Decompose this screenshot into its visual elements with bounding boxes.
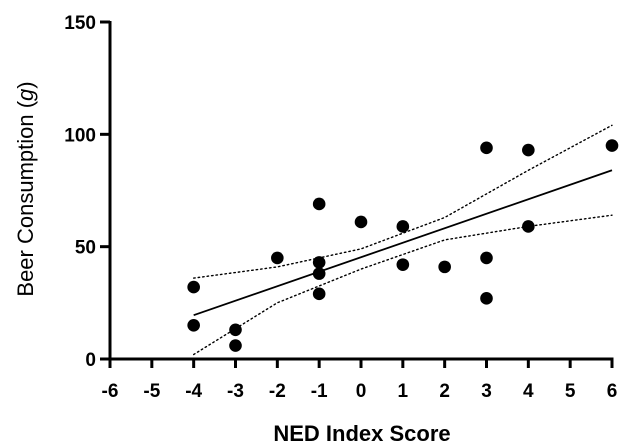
y-tick-label: 50 — [75, 238, 96, 259]
data-point — [438, 260, 451, 274]
x-tick-label: 4 — [523, 381, 534, 402]
data-point — [522, 143, 535, 157]
x-tick-label: -2 — [269, 381, 286, 402]
x-tick-label: 1 — [398, 381, 409, 402]
x-tick-label: -4 — [185, 381, 202, 402]
data-point — [187, 280, 200, 294]
x-tick-label: 2 — [439, 381, 450, 402]
data-point — [480, 251, 493, 265]
y-tick-label: 0 — [85, 350, 96, 371]
y-tick-label: 150 — [64, 13, 96, 34]
y-axis-title-prefix: Beer Consumption ( — [13, 100, 38, 296]
data-point — [312, 287, 326, 301]
x-tick-label: -3 — [227, 381, 244, 402]
data-point — [229, 323, 242, 337]
data-point — [522, 220, 535, 233]
data-point — [605, 139, 619, 152]
y-axis-title-unit: g — [13, 88, 38, 101]
regression-line — [193, 169, 613, 317]
y-axis-title-suffix: ) — [13, 81, 38, 88]
data-point — [229, 339, 242, 352]
x-tick-label: 0 — [356, 381, 367, 402]
data-point — [396, 220, 410, 233]
data-point — [312, 256, 326, 269]
x-tick-label: -6 — [102, 381, 119, 402]
confidence-band — [192, 124, 613, 356]
data-point — [312, 197, 326, 211]
data-point — [396, 258, 410, 271]
data-point — [480, 292, 493, 305]
data-point — [312, 267, 326, 280]
data-point — [480, 141, 493, 155]
data-point — [354, 215, 368, 229]
data-point — [187, 319, 200, 332]
x-tick-label: 3 — [481, 381, 492, 402]
regression-line-group — [193, 169, 613, 317]
confidence-band-upper — [192, 124, 613, 279]
x-tick-label: -1 — [311, 381, 328, 402]
x-axis-title: NED Index Score — [273, 421, 450, 446]
data-points — [187, 139, 619, 352]
axes — [100, 20, 614, 368]
tick-labels: -6 -5 -4 -3 -2 -1 0 1 2 3 4 5 6 0 50 100 150 — [64, 13, 617, 402]
data-point — [271, 251, 284, 265]
x-tick-label: 5 — [565, 381, 576, 402]
y-axis-title: Beer Consumption (g) — [13, 81, 38, 296]
y-tick-label: 100 — [64, 125, 96, 146]
x-tick-label: 6 — [607, 381, 618, 402]
confidence-band-lower — [192, 214, 613, 356]
x-tick-label: -5 — [143, 381, 160, 402]
